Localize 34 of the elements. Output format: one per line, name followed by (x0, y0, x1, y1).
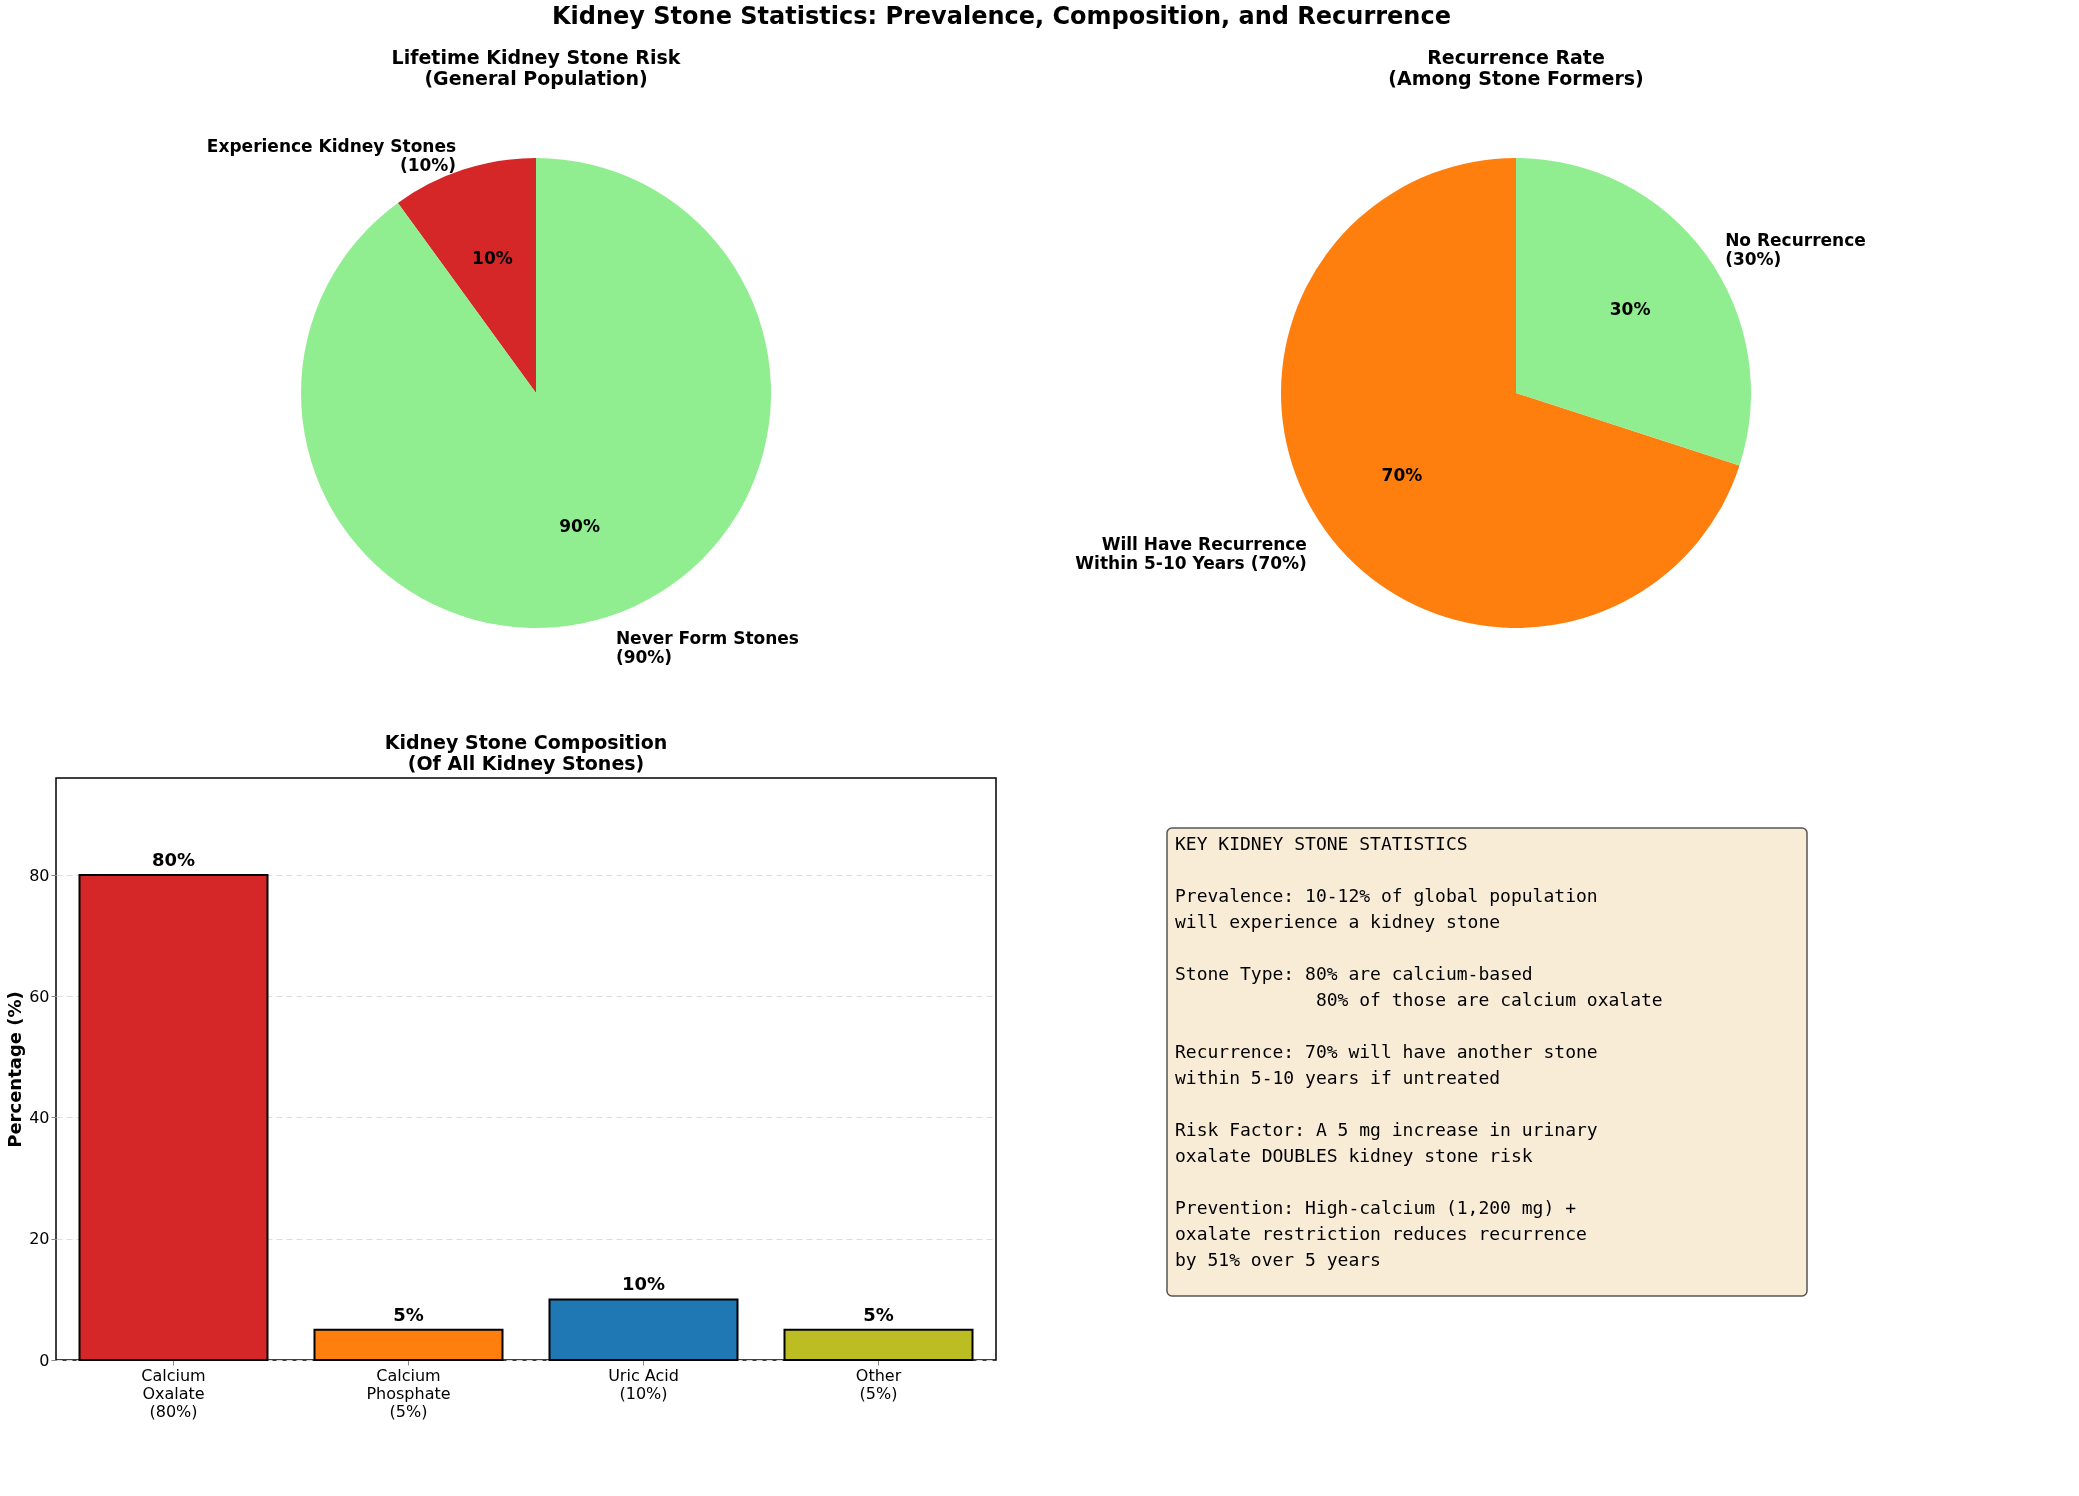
data-label: 80% (151, 849, 196, 870)
data-label: 5% (393, 1303, 424, 1325)
data-label: 10% (621, 1273, 666, 1295)
y-tick-label: 0 (39, 1350, 50, 1370)
text: Stone Type: 80% are calcium-based 80% of those are calcium oxalate (1175, 963, 1663, 1010)
data-label: 30% (1609, 299, 1651, 320)
data-label: 5% (863, 1303, 894, 1325)
x-tick-label: Calcium Phosphate (5%) (366, 1365, 451, 1421)
chart-title: Recurrence Rate (Among Stone Formers) (1388, 46, 1644, 89)
y-tick-label: 80 (29, 865, 50, 885)
text: Prevention: High-calcium (1,200 mg) + oxalate restriction reduces recurrence by 51% over 5 years (1175, 1197, 1587, 1270)
text: Prevalence: 10-12% of global population will experience a kidney stone (1175, 885, 1598, 932)
pie-slice (397, 158, 536, 393)
slice-label: Never Form Stones (90%) (615, 627, 799, 667)
x-tick-label: Uric Acid (10%) (608, 1365, 679, 1403)
y-tick-label: 60 (29, 986, 50, 1006)
pie-slice (301, 158, 771, 628)
y-tick-label: 40 (29, 1108, 50, 1127)
text: KEY KIDNEY STONE STATISTICS (1175, 833, 1468, 854)
data-label: 90% (559, 516, 600, 537)
y-axis-title: Percentage (%) (4, 991, 26, 1148)
text: Kidney Stone Statistics: Prevalence, Composition, and Recurrence (551, 2, 1451, 30)
y-tick-label: 20 (29, 1229, 50, 1249)
data-label: 70% (1381, 464, 1423, 485)
x-tick-label: Calcium Oxalate (80%) (141, 1365, 206, 1421)
slice-label: No Recurrence (30%) (1725, 230, 1866, 270)
text: Recurrence: 70% will have another stone within 5-10 years if untreated (1175, 1041, 1598, 1088)
slice-label: Experience Kidney Stones (10%) (206, 136, 457, 176)
data-label: 10% (472, 247, 513, 268)
chart-title: Lifetime Kidney Stone Risk (General Population) (391, 46, 681, 89)
slice-label: Will Have Recurrence Within 5-10 Years (70%) (1075, 533, 1307, 573)
chart-title: Kidney Stone Composition (Of All Kidney Stones) (384, 731, 668, 774)
text: Risk Factor: A 5 mg increase in urinary oxalate DOUBLES kidney stone risk (1175, 1119, 1598, 1166)
x-tick-label: Other (5%) (855, 1365, 902, 1403)
